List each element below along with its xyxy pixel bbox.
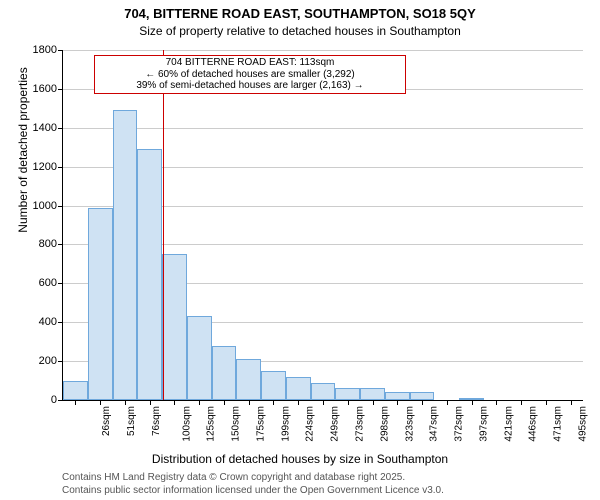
ytick-label: 1400 [33,122,57,134]
footnote-line1: Contains HM Land Registry data © Crown c… [62,472,405,483]
annotation-line-3: 39% of semi-detached houses are larger (… [99,80,401,92]
xtick-label: 125sqm [206,406,217,442]
xtick-mark [571,400,572,405]
xtick-mark [249,400,250,405]
histogram-bar [113,110,138,400]
ytick-label: 1800 [33,44,57,56]
xtick-mark [472,400,473,405]
histogram-bar [88,208,113,401]
ytick-label: 1000 [33,200,57,212]
chart-subtitle: Size of property relative to detached ho… [0,24,600,38]
xtick-label: 446sqm [528,406,539,442]
xtick-mark [174,400,175,405]
histogram-bar [261,371,286,400]
annotation-box: 704 BITTERNE ROAD EAST: 113sqm← 60% of d… [94,55,406,94]
xtick-mark [273,400,274,405]
xtick-mark [199,400,200,405]
xtick-label: 273sqm [355,406,366,442]
ytick-mark [58,400,63,401]
xtick-label: 175sqm [256,406,267,442]
ytick-mark [58,128,63,129]
xtick-mark [150,400,151,405]
xtick-mark [373,400,374,405]
ytick-mark [58,361,63,362]
ytick-label: 200 [39,355,57,367]
histogram-bar [63,381,88,400]
xtick-mark [298,400,299,405]
xtick-label: 471sqm [553,406,564,442]
xtick-label: 51sqm [126,406,137,436]
marker-line [163,50,164,400]
ytick-mark [58,50,63,51]
ytick-label: 0 [51,394,57,406]
xtick-mark [224,400,225,405]
histogram-bar [360,388,385,400]
histogram-bar [162,254,187,400]
xtick-mark [348,400,349,405]
annotation-line-2: ← 60% of detached houses are smaller (3,… [99,69,401,81]
xtick-mark [100,400,101,405]
xtick-mark [323,400,324,405]
ytick-label: 600 [39,277,57,289]
xtick-label: 76sqm [151,406,162,436]
xtick-mark [422,400,423,405]
gridline [63,50,583,51]
histogram-bar [335,388,360,400]
xtick-mark [397,400,398,405]
footnote-line2: Contains public sector information licen… [62,485,444,496]
histogram-bar [187,316,212,400]
y-axis-label: Number of detached properties [16,0,30,325]
xtick-label: 199sqm [280,406,291,442]
ytick-mark [58,167,63,168]
xtick-mark [447,400,448,405]
xtick-label: 397sqm [478,406,489,442]
gridline [63,128,583,129]
xtick-mark [521,400,522,405]
chart-title: 704, BITTERNE ROAD EAST, SOUTHAMPTON, SO… [0,6,600,21]
histogram-bar [311,383,336,400]
xtick-label: 26sqm [101,406,112,436]
histogram-bar [286,377,311,400]
ytick-mark [58,206,63,207]
histogram-bar [212,346,237,400]
ytick-mark [58,322,63,323]
annotation-line-1: 704 BITTERNE ROAD EAST: 113sqm [99,57,401,69]
xtick-label: 150sqm [231,406,242,442]
x-axis-label: Distribution of detached houses by size … [0,452,600,466]
ytick-mark [58,89,63,90]
chart-container: 704, BITTERNE ROAD EAST, SOUTHAMPTON, SO… [0,0,600,500]
histogram-bar [410,392,435,400]
ytick-label: 1600 [33,83,57,95]
xtick-label: 347sqm [429,406,440,442]
xtick-mark [75,400,76,405]
histogram-bar [137,149,162,400]
xtick-label: 372sqm [454,406,465,442]
ytick-label: 400 [39,316,57,328]
xtick-label: 495sqm [577,406,588,442]
histogram-bar [236,359,261,400]
xtick-label: 100sqm [181,406,192,442]
xtick-mark [546,400,547,405]
xtick-label: 249sqm [330,406,341,442]
ytick-label: 1200 [33,161,57,173]
ytick-label: 800 [39,238,57,250]
xtick-label: 298sqm [379,406,390,442]
histogram-bar [385,392,410,400]
ytick-mark [58,244,63,245]
xtick-label: 421sqm [503,406,514,442]
xtick-mark [125,400,126,405]
plot-area: 02004006008001000120014001600180026sqm51… [62,50,583,401]
ytick-mark [58,283,63,284]
xtick-label: 323sqm [404,406,415,442]
xtick-label: 224sqm [305,406,316,442]
xtick-mark [496,400,497,405]
